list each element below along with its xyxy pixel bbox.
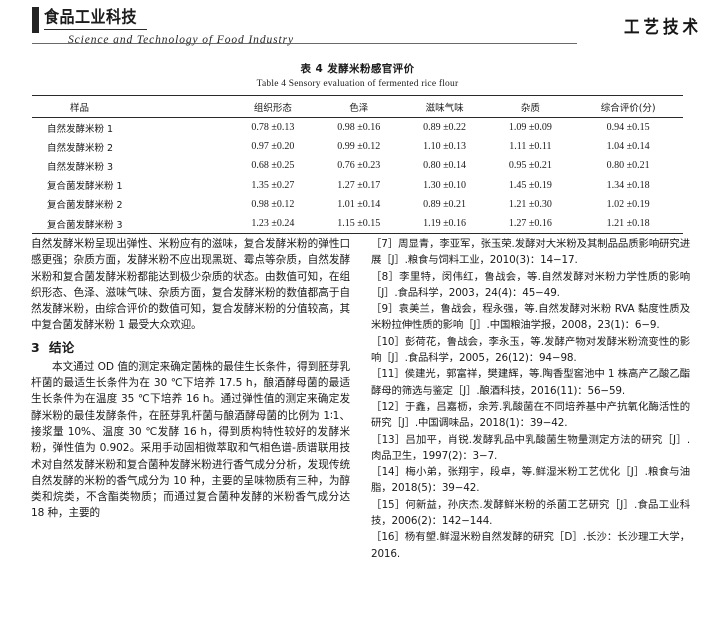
cell-color: 1.15 ±0.15 [337, 218, 381, 230]
page-masthead: 食品工业科技 Science and Technology of Food In… [0, 0, 715, 54]
reference-item: ［16］杨有塱.鲜湿米粉自然发酵的研究［D］.长沙：长沙理工大学，2016. [371, 531, 690, 560]
cell-texture: 0.68 ±0.25 [251, 160, 295, 172]
section-heading-conclusion: 3 结论 [31, 339, 350, 356]
cell-impurity: 1.11 ±0.11 [509, 141, 552, 153]
column-header-overall: 综合评价(分) [600, 102, 656, 114]
table-header-row: 样品 组织形态 色泽 滋味气味 杂质 综合评价(分) [32, 95, 683, 118]
masthead-divider [32, 43, 577, 44]
sensory-evaluation-table-block: 表 4 发酵米粉感官评价 Table 4 Sensory evaluation … [32, 62, 683, 234]
cell-texture: 1.35 ±0.27 [251, 179, 295, 191]
reference-item: ［14］梅小弟，张翔宇，段卓，等.鲜湿米粉工艺优化［J］.粮食与油脂，2018(… [371, 466, 690, 495]
reference-item: ［13］吕加平，肖锐.发酵乳品中乳酸菌生物量测定方法的研究［J］.肉品卫生，19… [371, 433, 690, 462]
cell-impurity: 1.45 ±0.19 [508, 179, 552, 191]
cell-flavor: 0.89 ±0.22 [423, 122, 467, 134]
table-row: 复合菌发酵米粉 2 0.98 ±0.12 1.01 ±0.14 0.89 ±0.… [32, 195, 683, 214]
sensory-evaluation-table: 样品 组织形态 色泽 滋味气味 杂质 综合评价(分) 自然发酵米粉 1 0.78… [32, 95, 683, 234]
cell-sample: 自然发酵米粉 1 [47, 123, 114, 135]
column-header-texture: 组织形态 [253, 102, 292, 114]
cell-texture: 0.98 ±0.12 [251, 198, 295, 210]
left-text-column: 自然发酵米粉呈现出弹性、米粉应有的滋味，复合发酵米粉的弹性口感更强；杂质方面，发… [31, 236, 350, 522]
cell-color: 1.27 ±0.17 [337, 179, 381, 191]
cell-overall: 1.34 ±0.18 [606, 179, 650, 191]
cell-texture: 1.23 ±0.24 [251, 218, 295, 230]
cell-texture: 0.97 ±0.20 [251, 141, 295, 153]
column-header-color: 色泽 [349, 102, 369, 114]
cell-sample: 复合菌发酵米粉 2 [47, 200, 123, 212]
cell-overall: 0.94 ±0.15 [606, 122, 650, 134]
reference-item: ［10］彭荷花，鲁战会，李永玉，等.发酵产物对发酵米粉流变性的影响［J］.食品科… [371, 335, 690, 365]
cell-flavor: 1.30 ±0.10 [423, 179, 467, 191]
table-row: 自然发酵米粉 1 0.78 ±0.13 0.98 ±0.16 0.89 ±0.2… [32, 118, 683, 138]
reference-item: ［9］袁美兰，鲁战会，程永强，等.自然发酵对米粉 RVA 黏度性质及米粉拉伸性质… [371, 303, 690, 332]
table-body: 自然发酵米粉 1 0.78 ±0.13 0.98 ±0.16 0.89 ±0.2… [32, 118, 683, 234]
cell-impurity: 1.27 ±0.16 [508, 218, 552, 230]
cell-flavor: 1.19 ±0.16 [423, 218, 467, 230]
table-caption-en: Table 4 Sensory evaluation of fermented … [256, 79, 459, 89]
cell-sample: 复合菌发酵米粉 1 [47, 181, 123, 193]
column-header-sample: 样品 [70, 102, 90, 114]
cell-sample: 自然发酵米粉 2 [47, 142, 114, 154]
section-title: 结论 [49, 339, 75, 355]
journal-logo: 食品工业科技 Science and Technology of Food In… [32, 4, 332, 48]
reference-item: ［7］周显青，李亚军，张玉荣.发酵对大米粉及其制品品质影响研究进展［J］.粮食与… [371, 238, 690, 267]
cell-overall: 0.80 ±0.21 [606, 160, 650, 172]
cell-overall: 1.02 ±0.19 [606, 198, 650, 210]
table-row: 自然发酵米粉 3 0.68 ±0.25 0.76 ±0.23 0.80 ±0.1… [32, 156, 683, 175]
cell-overall: 1.21 ±0.18 [606, 218, 650, 230]
cell-impurity: 0.95 ±0.21 [508, 160, 552, 172]
reference-item: ［11］侯建光，郭富祥，樊建辉，等.陶香型窖池中 1 株高产乙酸乙酯酵母的筛选与… [371, 368, 690, 397]
cell-color: 0.99 ±0.12 [337, 141, 381, 153]
cell-texture: 0.78 ±0.13 [251, 122, 295, 134]
cell-impurity: 1.09 ±0.09 [508, 122, 552, 134]
logo-underline [44, 29, 147, 30]
table-row: 自然发酵米粉 2 0.97 ±0.20 0.99 ±0.12 1.10 ±0.1… [32, 137, 683, 156]
journal-chinese-title: 食品工业科技 [44, 7, 138, 27]
column-header-impurity: 杂质 [520, 102, 540, 114]
section-number: 3 [31, 339, 40, 355]
cell-flavor: 0.80 ±0.14 [423, 160, 467, 172]
table-header: 样品 组织形态 色泽 滋味气味 杂质 综合评价(分) [32, 95, 683, 118]
cell-color: 0.98 ±0.16 [337, 122, 381, 134]
reference-item: ［15］何新益，孙庆杰.发酵鲜米粉的杀菌工艺研究［J］.食品工业科技，2006(… [371, 498, 690, 528]
cell-sample: 自然发酵米粉 3 [47, 161, 114, 173]
cell-impurity: 1.21 ±0.30 [508, 198, 552, 210]
reference-item: ［12］于鑫，吕嘉枥，余芳.乳酸菌在不同培养基中产抗氧化酶活性的研究［J］.中国… [371, 400, 690, 430]
table-caption-cn: 表 4 发酵米粉感官评价 [300, 63, 415, 75]
cell-overall: 1.04 ±0.14 [606, 141, 650, 153]
paragraph-discussion: 自然发酵米粉呈现出弹性、米粉应有的滋味，复合发酵米粉的弹性口感更强；杂质方面，发… [31, 238, 350, 332]
column-header-flavor: 滋味气味 [425, 102, 464, 114]
journal-english-title: Science and Technology of Food Industry [68, 34, 294, 46]
section-heading-label: 工艺技术 [623, 17, 702, 38]
cell-color: 0.76 ±0.23 [337, 160, 381, 172]
cell-flavor: 1.10 ±0.13 [423, 141, 467, 153]
logo-accent-bar [32, 7, 39, 33]
table-row: 复合菌发酵米粉 3 1.23 ±0.24 1.15 ±0.15 1.19 ±0.… [32, 214, 683, 234]
cell-flavor: 0.89 ±0.21 [423, 198, 467, 210]
table-row: 复合菌发酵米粉 1 1.35 ±0.27 1.27 ±0.17 1.30 ±0.… [32, 176, 683, 195]
right-references-column: ［7］周显青，李亚军，张玉荣.发酵对大米粉及其制品品质影响研究进展［J］.粮食与… [371, 236, 690, 562]
cell-color: 1.01 ±0.14 [337, 198, 381, 210]
paragraph-conclusion: 本文通过 OD 值的测定来确定菌株的最佳生长条件，得到胚芽乳杆菌的最适生长条件为… [31, 360, 350, 520]
cell-sample: 复合菌发酵米粉 3 [47, 219, 123, 231]
reference-item: ［8］李里特，闵伟红，鲁战会，等.自然发酵对米粉力学性质的影响［J］.食品科学，… [371, 270, 690, 299]
